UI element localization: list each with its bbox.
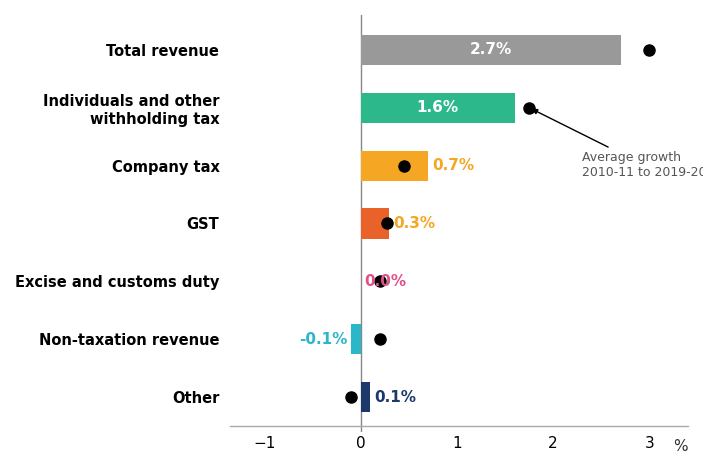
Text: 0.7%: 0.7% (432, 158, 474, 173)
Bar (361, 151, 428, 181)
Text: 0.1%: 0.1% (374, 390, 416, 405)
Text: -0.1%: -0.1% (299, 332, 347, 347)
Text: 2.7%: 2.7% (470, 42, 512, 57)
Bar (361, 208, 389, 239)
Text: 1.6%: 1.6% (416, 100, 458, 115)
Bar (351, 324, 361, 354)
Text: 0.3%: 0.3% (393, 216, 435, 231)
Bar (361, 93, 515, 123)
Text: 0.0%: 0.0% (364, 274, 406, 289)
Text: %: % (673, 439, 688, 454)
Bar (361, 382, 370, 412)
Bar (361, 35, 621, 65)
Text: Average growth
2010-11 to 2019-20: Average growth 2010-11 to 2019-20 (533, 110, 703, 179)
